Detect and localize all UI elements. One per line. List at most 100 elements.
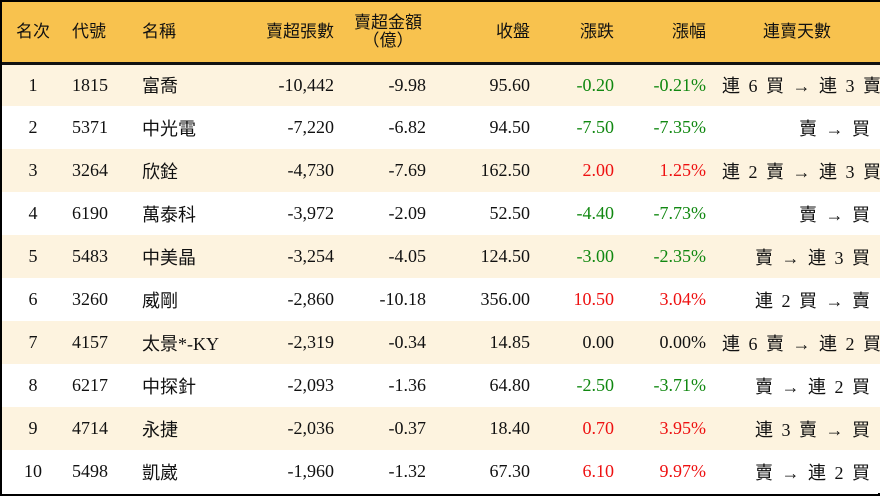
cell-close: 67.30: [489, 461, 531, 481]
table-row: 3 3264 欣銓 -4,730 -7.69 162.50 2.00 1.25%…: [2, 149, 880, 192]
cell-net-sell-lots: -1,960: [287, 461, 335, 481]
cell-streak: 連 6 買 → 連 3 賣: [722, 76, 880, 97]
header-close: 收盤: [496, 21, 530, 41]
cell-streak: 賣 → 連 2 買: [755, 376, 872, 397]
cell-net-sell-amount: -0.34: [388, 332, 427, 352]
cell-change-pct: -7.35%: [653, 117, 707, 137]
cell-net-sell-amount: -7.69: [388, 160, 427, 180]
cell-net-sell-amount: -6.82: [388, 117, 427, 137]
table-row: 8 6217 中探針 -2,093 -1.36 64.80 -2.50 -3.7…: [2, 364, 880, 407]
cell-name: 中探針: [142, 376, 196, 397]
cell-close: 124.50: [480, 246, 531, 266]
cell-net-sell-amount: -4.05: [388, 246, 427, 266]
cell-rank: 3: [28, 160, 38, 180]
cell-name: 中光電: [142, 118, 196, 139]
cell-code: 3260: [72, 289, 108, 309]
cell-code: 4714: [72, 418, 108, 438]
cell-streak: 賣 → 連 2 買: [755, 462, 872, 483]
cell-close: 162.50: [480, 160, 531, 180]
cell-change-pct: 3.04%: [659, 289, 707, 309]
cell-name: 欣銓: [142, 161, 178, 182]
header-net-sell-amount: 賣超金額 （億）: [342, 2, 434, 63]
cell-close: 95.60: [489, 74, 531, 95]
table-row: 6 3260 威剛 -2,860 -10.18 356.00 10.50 3.0…: [2, 278, 880, 321]
cell-net-sell-lots: -2,036: [287, 418, 335, 438]
cell-code: 3264: [72, 160, 108, 180]
table-body: 1 1815 富喬 -10,442 -9.98 95.60 -0.20 -0.2…: [2, 63, 880, 493]
cell-change: -7.50: [576, 117, 615, 137]
cell-streak: 賣 → 連 3 買: [755, 247, 872, 268]
cell-close: 52.50: [489, 203, 531, 223]
cell-rank: 5: [28, 246, 38, 266]
header-name: 名稱: [142, 21, 176, 41]
cell-net-sell-lots: -2,093: [287, 375, 335, 395]
cell-streak: 連 2 買 → 賣: [755, 290, 872, 311]
table-row: 5 5483 中美晶 -3,254 -4.05 124.50 -3.00 -2.…: [2, 235, 880, 278]
table-row: 1 1815 富喬 -10,442 -9.98 95.60 -0.20 -0.2…: [2, 63, 880, 106]
cell-change-pct: -0.21%: [653, 74, 707, 95]
cell-change: 0.00: [582, 332, 615, 352]
cell-net-sell-lots: -2,319: [287, 332, 335, 352]
cell-change-pct: 1.25%: [659, 160, 707, 180]
cell-net-sell-amount: -9.98: [388, 74, 427, 95]
cell-rank: 2: [28, 117, 38, 137]
cell-net-sell-lots: -3,254: [287, 246, 335, 266]
cell-net-sell-lots: -3,972: [287, 203, 335, 223]
cell-net-sell-amount: -1.32: [388, 461, 427, 481]
cell-change-pct: -3.71%: [653, 375, 707, 395]
cell-code: 5371: [72, 117, 108, 137]
cell-streak: 連 6 賣 → 連 2 買: [722, 333, 880, 354]
cell-net-sell-amount: -10.18: [379, 289, 427, 309]
header-streak: 連賣天數: [763, 21, 831, 41]
cell-close: 94.50: [489, 117, 531, 137]
cell-name: 威剛: [142, 290, 178, 311]
cell-change: -0.20: [576, 74, 615, 95]
cell-streak: 連 3 賣 → 買: [755, 419, 872, 440]
cell-change: 6.10: [582, 461, 615, 481]
table-row: 4 6190 萬泰科 -3,972 -2.09 52.50 -4.40 -7.7…: [2, 192, 880, 235]
cell-code: 5483: [72, 246, 108, 266]
cell-rank: 10: [24, 461, 42, 481]
cell-rank: 7: [28, 332, 38, 352]
cell-rank: 1: [28, 74, 38, 95]
cell-code: 6190: [72, 203, 108, 223]
cell-streak: 賣 → 買: [799, 204, 872, 225]
cell-change: -2.50: [576, 375, 615, 395]
header-rank: 名次: [16, 21, 50, 41]
cell-name: 凱崴: [142, 462, 178, 483]
table-row: 10 5498 凱崴 -1,960 -1.32 67.30 6.10 9.97%…: [2, 450, 880, 493]
cell-net-sell-amount: -0.37: [388, 418, 427, 438]
cell-change-pct: -2.35%: [653, 246, 707, 266]
cell-code: 4157: [72, 332, 108, 352]
cell-close: 18.40: [489, 418, 531, 438]
cell-close: 356.00: [480, 289, 531, 309]
cell-net-sell-amount: -1.36: [388, 375, 427, 395]
table-header-row: 名次 代號 名稱 賣超張數 賣超金額 （億） 收盤 漲跌 漲幅 連賣天數: [2, 2, 880, 63]
cell-rank: 9: [28, 418, 38, 438]
header-change: 漲跌: [580, 21, 614, 41]
cell-code: 6217: [72, 375, 108, 395]
cell-net-sell-lots: -2,860: [287, 289, 335, 309]
header-net-sell-lots: 賣超張數: [266, 21, 334, 41]
table-row: 7 4157 太景*-KY -2,319 -0.34 14.85 0.00 0.…: [2, 321, 880, 364]
cell-net-sell-lots: -4,730: [287, 160, 335, 180]
cell-streak: 連 2 賣 → 連 3 買: [722, 161, 880, 182]
cell-rank: 4: [28, 203, 38, 223]
cell-net-sell-amount: -2.09: [388, 203, 427, 223]
header-change-pct: 漲幅: [672, 21, 706, 41]
table-row: 9 4714 永捷 -2,036 -0.37 18.40 0.70 3.95% …: [2, 407, 880, 450]
cell-change: 2.00: [582, 160, 615, 180]
cell-change-pct: 9.97%: [659, 461, 707, 481]
cell-change: -4.40: [576, 203, 615, 223]
header-net-sell-amount-label: 賣超金額: [354, 12, 422, 32]
cell-name: 萬泰科: [142, 204, 196, 225]
cell-change-pct: -7.73%: [653, 203, 707, 223]
header-code: 代號: [72, 21, 106, 41]
cell-change-pct: 0.00%: [659, 332, 707, 352]
cell-net-sell-lots: -7,220: [287, 117, 335, 137]
cell-name: 永捷: [142, 419, 178, 440]
cell-change: 0.70: [582, 418, 615, 438]
cell-streak: 賣 → 買: [799, 118, 872, 139]
